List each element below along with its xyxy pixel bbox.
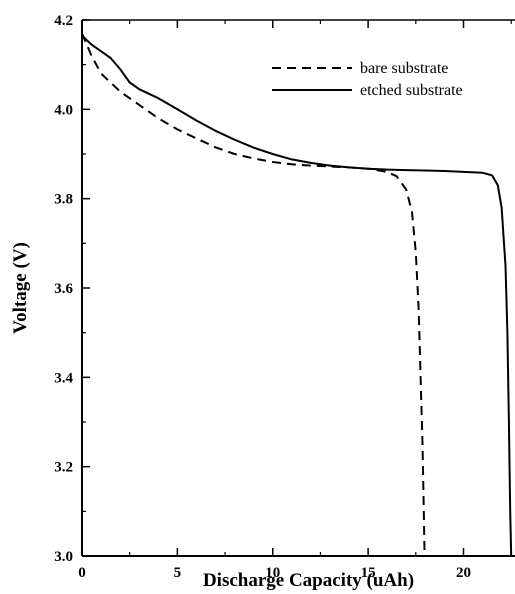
y-axis-title: Voltage (V) [10,242,31,334]
x-tick-label: 10 [265,565,280,581]
axis-ticks [81,19,512,557]
series-line-etched-substrate [81,34,513,557]
legend-label: etched substrate [360,82,463,99]
x-tick-label: 15 [361,565,376,581]
y-tick-label: 3.2 [54,460,73,476]
tick-labels: 0 5 10 15 20 3.0 3.2 3.4 3.6 3.8 4.0 4.2 [54,13,471,581]
y-tick-label: 3.4 [54,370,73,386]
y-tick-label: 4.0 [54,102,73,118]
series-line-bare-substrate [81,33,426,557]
x-axis-title: Discharge Capacity (uAh) [203,570,414,591]
x-tick-label: 20 [456,565,471,581]
legend-label: bare substrate [360,60,448,77]
y-tick-label: 3.0 [54,549,73,565]
legend: bare substrate etched substrate [272,60,463,99]
y-tick-label: 3.8 [54,192,73,208]
plot-frame [81,19,515,557]
series-lines [81,33,513,557]
y-tick-label: 3.6 [54,281,73,297]
x-tick-label: 0 [78,565,86,581]
x-tick-label: 5 [174,565,182,581]
y-tick-label: 4.2 [54,13,73,29]
